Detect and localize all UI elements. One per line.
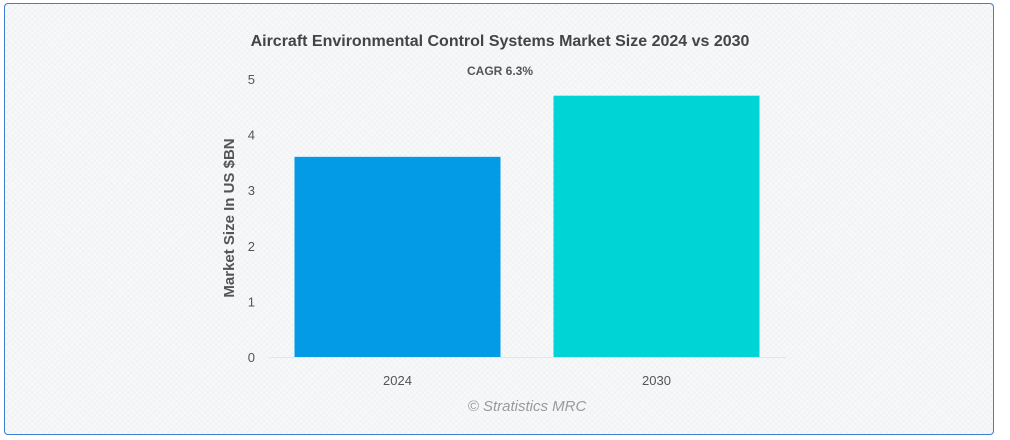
y-tick-label: 5	[248, 72, 255, 87]
bars-group	[294, 95, 760, 358]
y-tick-label: 2	[248, 239, 255, 254]
x-axis-ticks: 2024 2030	[383, 373, 671, 388]
y-tick-label: 3	[248, 183, 255, 198]
chart-subtitle: CAGR 6.3%	[467, 64, 533, 78]
chart-title: Aircraft Environmental Control Systems M…	[251, 33, 750, 50]
y-axis-label: Market Size In US $BN	[221, 138, 238, 297]
y-tick-label: 4	[248, 128, 255, 143]
y-tick-label: 1	[248, 294, 255, 309]
x-tick-label: 2024	[383, 373, 412, 388]
bar-2024	[294, 156, 501, 357]
y-axis-ticks: 0 1 2 3 4 5	[248, 72, 255, 365]
credit-text: © Stratistics MRC	[468, 398, 587, 415]
x-tick-label: 2030	[642, 373, 671, 388]
bar-2030	[553, 95, 760, 358]
y-tick-label: 0	[248, 350, 255, 365]
